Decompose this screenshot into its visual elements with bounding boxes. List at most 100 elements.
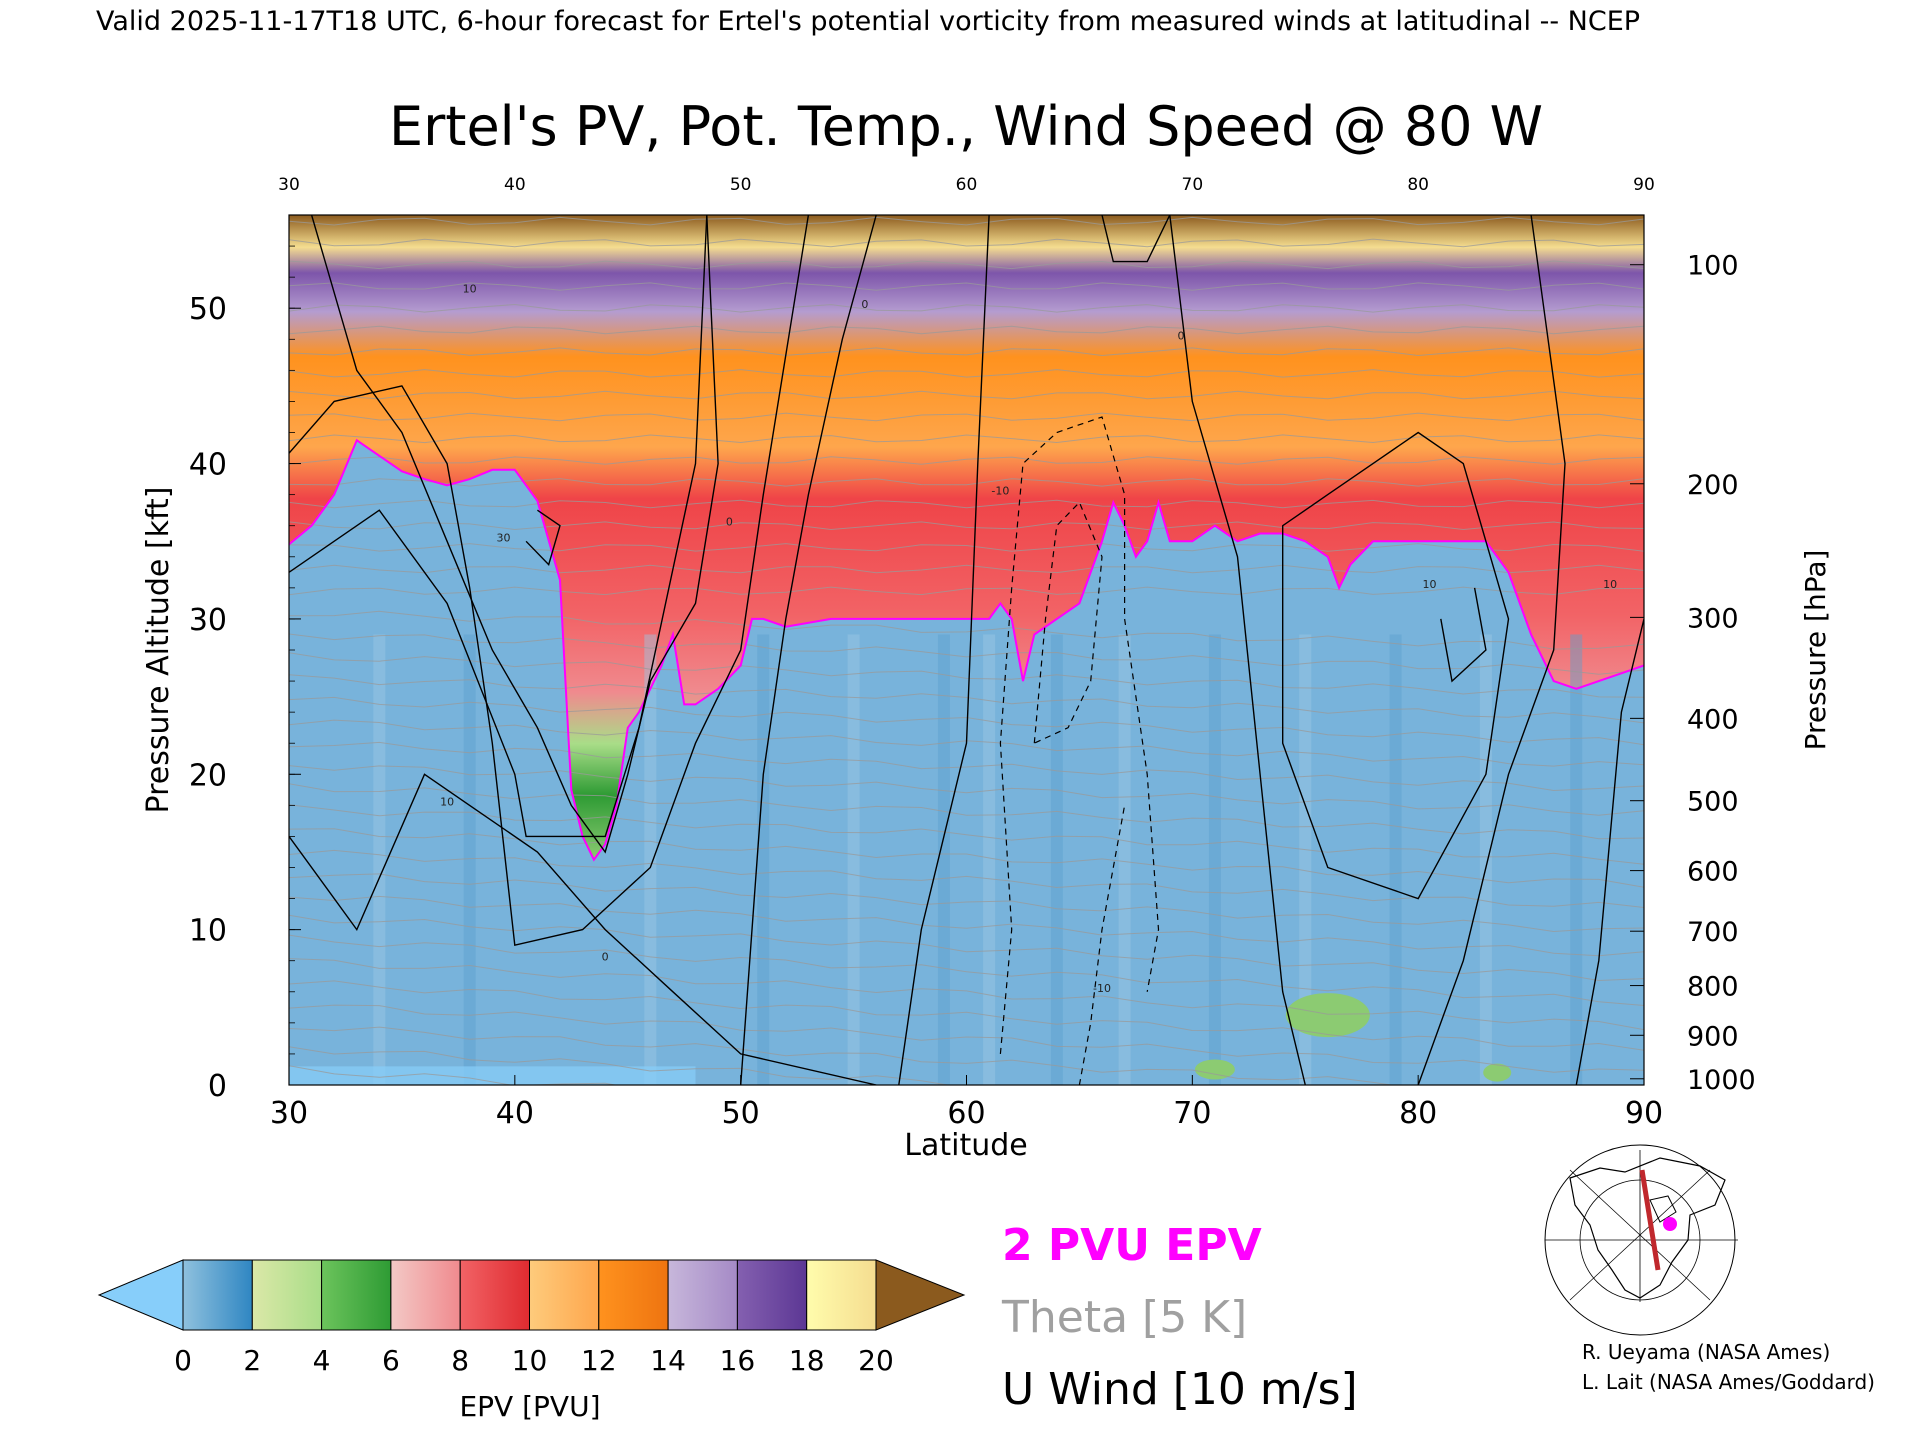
header-text: Valid 2025-11-17T18 UTC, 6-hour forecast… bbox=[96, 6, 1640, 37]
theta-contour bbox=[289, 521, 1644, 531]
colorbar-under-arrow bbox=[97, 1259, 184, 1331]
colorbar-tick-label: 10 bbox=[512, 1344, 548, 1377]
colorbar-tick-label: 18 bbox=[789, 1344, 825, 1377]
y-axis-label: Pressure Altitude [kft] bbox=[141, 487, 176, 814]
low-level-pv-blob bbox=[1483, 1063, 1512, 1082]
x-top-tick-label: 90 bbox=[1633, 175, 1655, 195]
theta-contour bbox=[289, 369, 1644, 378]
theta-contour bbox=[289, 434, 1644, 444]
theta-contour bbox=[289, 873, 1644, 933]
theta-contour bbox=[289, 478, 1644, 487]
locator-map bbox=[1540, 1144, 1740, 1336]
pressure-tick-label: 700 bbox=[1687, 917, 1739, 948]
wind-isotach bbox=[310, 215, 719, 854]
colorbar-over-arrow bbox=[875, 1259, 966, 1331]
wind-contour-label: -10 bbox=[1093, 982, 1111, 995]
colorbar-tick-label: 12 bbox=[581, 1344, 617, 1377]
x-top-tick-label: 60 bbox=[956, 175, 978, 195]
wind-contour-label: 0 bbox=[861, 298, 868, 311]
pressure-tick-label: 500 bbox=[1687, 787, 1739, 818]
theta-contour bbox=[289, 390, 1644, 400]
pressure-tick-label: 1000 bbox=[1687, 1065, 1756, 1096]
low-level-pv-blob bbox=[1285, 993, 1370, 1038]
theta-contour bbox=[289, 260, 1644, 270]
wind-contour-label: 10 bbox=[1603, 578, 1617, 591]
y-tick-label: 0 bbox=[208, 1069, 227, 1104]
troposphere-streak bbox=[1570, 634, 1583, 1085]
wind-isotach bbox=[740, 215, 877, 1085]
wind-contour-label: 10 bbox=[463, 283, 477, 296]
colorbar-tick-label: 8 bbox=[451, 1344, 469, 1377]
troposphere-streak bbox=[983, 634, 996, 1085]
plot-area: 30 10 10 0 0 0 -10 0 10 10 -10 bbox=[288, 214, 1645, 1086]
wind-contours: 30 10 10 0 0 0 -10 0 10 10 -10 bbox=[289, 215, 1644, 1085]
chart-title: Ertel's PV, Pot. Temp., Wind Speed @ 80 … bbox=[389, 95, 1543, 158]
stratosphere-region bbox=[289, 215, 1644, 860]
theta-contour bbox=[289, 741, 1644, 792]
pressure-tick-label: 400 bbox=[1687, 704, 1739, 735]
pressure-tick-label: 600 bbox=[1687, 857, 1739, 888]
low-level-pv-blob bbox=[1194, 1059, 1235, 1080]
troposphere-streak bbox=[1050, 634, 1063, 1085]
theta-contour bbox=[289, 652, 1644, 698]
colorbar-band bbox=[667, 1259, 738, 1331]
y-tick-label: 10 bbox=[189, 914, 227, 949]
wind-isotach bbox=[898, 215, 990, 1085]
pressure-tick-label: 100 bbox=[1687, 251, 1739, 282]
theta-contour bbox=[289, 303, 1644, 313]
theta-contour bbox=[289, 914, 1644, 982]
x-top-tick-label: 70 bbox=[1182, 175, 1204, 195]
theta-contour bbox=[289, 412, 1644, 422]
theta-contour bbox=[289, 1026, 1395, 1085]
troposphere-streak bbox=[847, 634, 860, 1085]
y-tick-label: 20 bbox=[189, 758, 227, 793]
x-tick-label: 30 bbox=[270, 1096, 308, 1131]
theta-contour bbox=[289, 804, 1644, 865]
theta-contour bbox=[289, 1046, 1057, 1085]
credit-lait: L. Lait (NASA Ames/Goddard) bbox=[1582, 1370, 1875, 1394]
theta-contour bbox=[289, 499, 1644, 509]
colorbar-band bbox=[529, 1259, 600, 1331]
colorbar-band bbox=[806, 1259, 877, 1331]
y-axis: 0 10 20 30 40 50 bbox=[189, 214, 301, 1104]
theta-contour bbox=[289, 282, 1644, 291]
legend-theta: Theta [5 K] bbox=[1001, 1292, 1247, 1343]
location-marker bbox=[1663, 1217, 1677, 1231]
pressure-axis-label: Pressure [hPa] bbox=[1799, 550, 1832, 751]
troposphere-streak bbox=[937, 634, 950, 1085]
theta-contour bbox=[289, 633, 1644, 675]
wind-contour-label: -10 bbox=[991, 485, 1009, 498]
wind-isotach bbox=[1417, 215, 1566, 1085]
x-tick-label: 50 bbox=[722, 1096, 760, 1131]
wind-contour-label: 10 bbox=[440, 795, 454, 808]
x-axis-top: 30 40 50 60 70 80 90 bbox=[278, 175, 1655, 195]
colorbar-band bbox=[459, 1259, 531, 1331]
theta-contour bbox=[289, 696, 1644, 746]
theta-contour bbox=[289, 783, 1644, 840]
pressure-tick-label: 900 bbox=[1687, 1021, 1739, 1052]
wind-contour-label: 0 bbox=[726, 516, 733, 529]
epv-field bbox=[289, 215, 1644, 1085]
continent-outline bbox=[1569, 1157, 1726, 1299]
x-tick-label: 80 bbox=[1399, 1096, 1437, 1131]
x-top-tick-label: 40 bbox=[504, 175, 526, 195]
wind-isotach bbox=[1169, 215, 1306, 1085]
theta-contour bbox=[289, 895, 1644, 957]
colorbar-band bbox=[736, 1259, 808, 1331]
tropopause-2pvu-line bbox=[289, 438, 1644, 862]
colorbar-label: EPV [PVU] bbox=[459, 1390, 600, 1423]
theta-contour bbox=[289, 586, 1644, 596]
wind-contour-label: 10 bbox=[1422, 578, 1436, 591]
colorbar-tick-label: 2 bbox=[243, 1344, 261, 1377]
colorbar-band bbox=[390, 1259, 461, 1331]
theta-contour bbox=[289, 325, 1644, 335]
wind-isotach bbox=[1282, 431, 1510, 900]
y-tick-label: 50 bbox=[189, 292, 227, 327]
x-tick-label: 60 bbox=[947, 1096, 985, 1131]
x-tick-label: 70 bbox=[1173, 1096, 1211, 1131]
theta-contour bbox=[289, 958, 1644, 1031]
theta-contour bbox=[289, 934, 1644, 1006]
wind-isotach bbox=[525, 509, 561, 566]
y-tick-label: 40 bbox=[189, 448, 227, 483]
